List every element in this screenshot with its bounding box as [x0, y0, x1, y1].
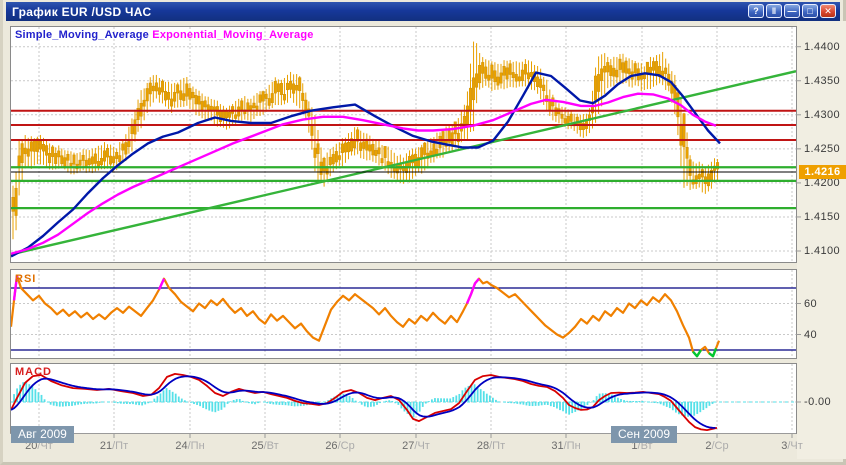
time-label-weekday: /Вт	[637, 440, 653, 452]
time-axis-label: 25/Вт	[251, 440, 278, 452]
rsi-scale-label: 60	[804, 297, 818, 310]
titlebar-minimize-button[interactable]: —	[784, 4, 800, 18]
macd-panel[interactable]	[10, 363, 797, 434]
time-label-weekday: /Чт	[37, 440, 53, 452]
time-label-day: 26	[325, 440, 338, 452]
time-label-day: 20	[25, 440, 38, 452]
time-label-weekday: /Ср	[711, 440, 729, 452]
titlebar-maximize-button[interactable]: □	[802, 4, 818, 18]
time-label-weekday: /Пн	[563, 440, 581, 452]
time-label-day: 25	[251, 440, 264, 452]
macd-scale-label: -0.00	[804, 396, 832, 408]
titlebar-pin-button[interactable]: ‖	[766, 4, 782, 18]
time-label-day: 1	[631, 440, 638, 452]
time-label-day: 2	[705, 440, 712, 452]
titlebar-close-button[interactable]: ✕	[820, 4, 836, 18]
window-title: График EUR /USD ЧАС	[12, 4, 152, 19]
month-marker-badge: Авг 2009	[11, 426, 74, 443]
time-label-day: 31	[551, 440, 564, 452]
time-axis-label: 3/Чт	[781, 440, 803, 452]
time-label-weekday: /Чт	[414, 440, 430, 452]
titlebar[interactable]: График EUR /USD ЧАС ? ‖ — □ ✕	[6, 2, 840, 21]
month-marker-badge: Сен 2009	[611, 426, 677, 443]
ema-legend-label: Exponential_Moving_Average	[152, 29, 314, 41]
current-price-badge: 1.4216	[799, 165, 846, 179]
time-label-weekday: /Пт	[112, 440, 129, 452]
time-label-day: 27	[402, 440, 415, 452]
price-scale-label: 1.4200	[804, 176, 841, 189]
price-scale-label: 1.4150	[804, 210, 841, 223]
titlebar-help-button[interactable]: ?	[748, 4, 764, 18]
price-scale-label: 1.4300	[804, 108, 841, 121]
price-scale-label: 1.4400	[804, 40, 841, 53]
time-label-weekday: /Пт	[489, 440, 506, 452]
time-axis-label: 2/Ср	[705, 440, 728, 452]
rsi-panel[interactable]	[10, 269, 797, 359]
price-scale-label: 1.4100	[804, 245, 841, 257]
price-scale-margin	[797, 21, 846, 459]
time-label-weekday: /Вт	[263, 440, 279, 452]
time-label-weekday: /Пн	[187, 440, 205, 452]
time-axis-label: 27/Чт	[402, 440, 430, 452]
time-label-weekday: /Чт	[787, 440, 803, 452]
macd-label: MACD	[15, 366, 52, 378]
time-axis-label: 26/Ср	[325, 440, 354, 452]
time-axis-label: 28/Пт	[477, 440, 505, 452]
time-axis-label: 24/Пн	[175, 440, 204, 452]
time-axis-label: 21/Пт	[100, 440, 128, 452]
price-scale-label: 1.4250	[804, 142, 841, 155]
time-label-day: 24	[175, 440, 188, 452]
indicator-legend: Simple_Moving_Average Exponential_Moving…	[15, 29, 314, 41]
time-label-weekday: /Ср	[337, 440, 355, 452]
rsi-scale-label: 40	[804, 328, 818, 341]
price-scale-label: 1.4350	[804, 74, 841, 87]
time-label-day: 3	[781, 440, 788, 452]
rsi-label: RSI	[15, 273, 37, 285]
main-chart-panel[interactable]	[10, 26, 797, 263]
time-label-day: 21	[99, 440, 113, 452]
time-label-day: 28	[476, 440, 490, 452]
sma-legend-label: Simple_Moving_Average	[15, 29, 150, 41]
titlebar-buttons: ? ‖ — □ ✕	[748, 4, 836, 18]
time-axis-label: 1/Вт	[631, 440, 652, 452]
time-axis-label: 20/Чт	[25, 440, 53, 452]
time-axis-label: 31/Пн	[551, 440, 580, 452]
